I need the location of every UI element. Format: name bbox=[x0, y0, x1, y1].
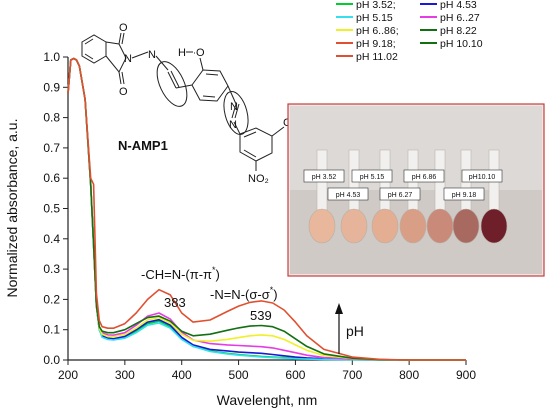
atom-n4: N bbox=[229, 119, 237, 131]
atom-n3: N bbox=[230, 101, 238, 113]
y-axis-label: Normalized absorbance, a.u. bbox=[4, 119, 20, 298]
x-tick-label: 600 bbox=[285, 368, 305, 382]
atom-n2: N bbox=[148, 49, 156, 61]
x-tick-label: 300 bbox=[115, 368, 135, 382]
photo-label: pH 6.86 bbox=[412, 174, 437, 181]
annotation-n-n: -N=N-(σ-σ*) bbox=[210, 285, 278, 302]
atom-o2: O bbox=[119, 86, 128, 98]
ph-arrow: pH bbox=[335, 303, 364, 354]
x-tick-label: 500 bbox=[229, 368, 249, 382]
atom-h: H bbox=[178, 47, 186, 59]
photo-label-box bbox=[351, 169, 393, 183]
x-tick-label: 200 bbox=[58, 368, 78, 382]
photo-label-box bbox=[403, 169, 445, 183]
legend-entry: pH 6..27 bbox=[440, 12, 480, 24]
photo-label: pH10.10 bbox=[469, 174, 496, 181]
vial-body bbox=[399, 208, 427, 244]
photo-label-box bbox=[379, 187, 421, 201]
y-tick-label: 0.7 bbox=[43, 141, 60, 155]
x-axis-label: Wavelenght, nm bbox=[217, 392, 318, 408]
legend-entry: pH 10.10 bbox=[440, 38, 483, 50]
compound-name: N-AMP1 bbox=[118, 138, 168, 153]
atom-n1: N bbox=[124, 53, 132, 65]
legend-entry: pH 6..86; bbox=[356, 25, 399, 37]
atom-o1: O bbox=[119, 22, 128, 34]
y-tick-label: 0.3 bbox=[43, 262, 60, 276]
legend-entry: pH 11.02 bbox=[356, 51, 398, 63]
molecule-atoms: O N O N H O N N CN NO₂ bbox=[119, 22, 299, 185]
vial-body bbox=[480, 208, 508, 244]
legend-entry: pH 8.22 bbox=[440, 25, 477, 37]
atom-o3: O bbox=[196, 47, 205, 59]
vial-body bbox=[426, 208, 454, 244]
x-tick-label: 800 bbox=[399, 368, 419, 382]
molecule-structure bbox=[81, 32, 285, 171]
y-tick-label: 0.2 bbox=[43, 292, 60, 306]
vial-body bbox=[371, 208, 399, 244]
ph-arrow-label: pH bbox=[346, 323, 364, 339]
y-ticks: 0.0 0.1 0.2 0.3 0.4 0.5 0.6 0.7 0.8 0.9 1.0 bbox=[43, 50, 68, 367]
peak-label-539: 539 bbox=[250, 308, 272, 323]
y-tick-label: 0.1 bbox=[43, 323, 60, 337]
x-tick-label: 400 bbox=[172, 368, 192, 382]
series-line-6 bbox=[67, 57, 466, 361]
photo-label-box bbox=[443, 187, 485, 201]
x-ticks: 200 300 400 500 600 700 800 900 bbox=[58, 360, 476, 382]
y-tick-label: 0.0 bbox=[43, 353, 60, 367]
vial-body bbox=[452, 208, 480, 244]
legend-entry: pH 9.18; bbox=[356, 38, 396, 50]
y-tick-label: 0.6 bbox=[43, 171, 60, 185]
y-tick-label: 1.0 bbox=[43, 50, 60, 64]
photo-label-box bbox=[303, 169, 345, 183]
y-tick-label: 0.8 bbox=[43, 111, 60, 125]
annotation-ch-n: -CH=N-(π-π*) bbox=[141, 265, 220, 282]
legend-entry: pH 3.52; bbox=[356, 0, 396, 11]
photo-label-box bbox=[461, 169, 503, 183]
photo-labels: pH 3.52 pH 5.15 pH 6.86 pH10.10 pH 4.53 pH 6.… bbox=[303, 169, 503, 201]
legend-entry: pH 4.53 bbox=[440, 0, 477, 11]
photo-label: pH 6.27 bbox=[388, 192, 413, 199]
x-tick-label: 700 bbox=[342, 368, 362, 382]
legend-entry: pH 5.15 bbox=[356, 12, 393, 24]
y-tick-label: 0.5 bbox=[43, 202, 60, 216]
x-tick-label: 900 bbox=[456, 368, 476, 382]
photo-label-box bbox=[327, 187, 369, 201]
photo-label: pH 5.15 bbox=[360, 174, 385, 181]
photo-inset: pH 3.52 pH 5.15 pH 6.86 pH10.10 pH 4.53 pH 6.… bbox=[287, 103, 545, 277]
photo-label: pH 9.18 bbox=[452, 192, 477, 199]
y-tick-label: 0.9 bbox=[43, 80, 60, 94]
photo-label: pH 3.52 bbox=[312, 174, 337, 181]
y-tick-label: 0.4 bbox=[43, 232, 60, 246]
photo-label: pH 4.53 bbox=[336, 192, 361, 199]
atom-no2: NO₂ bbox=[248, 173, 269, 185]
vial-body bbox=[340, 208, 368, 244]
peak-label-383: 383 bbox=[164, 295, 186, 310]
vial-body bbox=[308, 208, 336, 244]
spectra bbox=[67, 57, 466, 361]
